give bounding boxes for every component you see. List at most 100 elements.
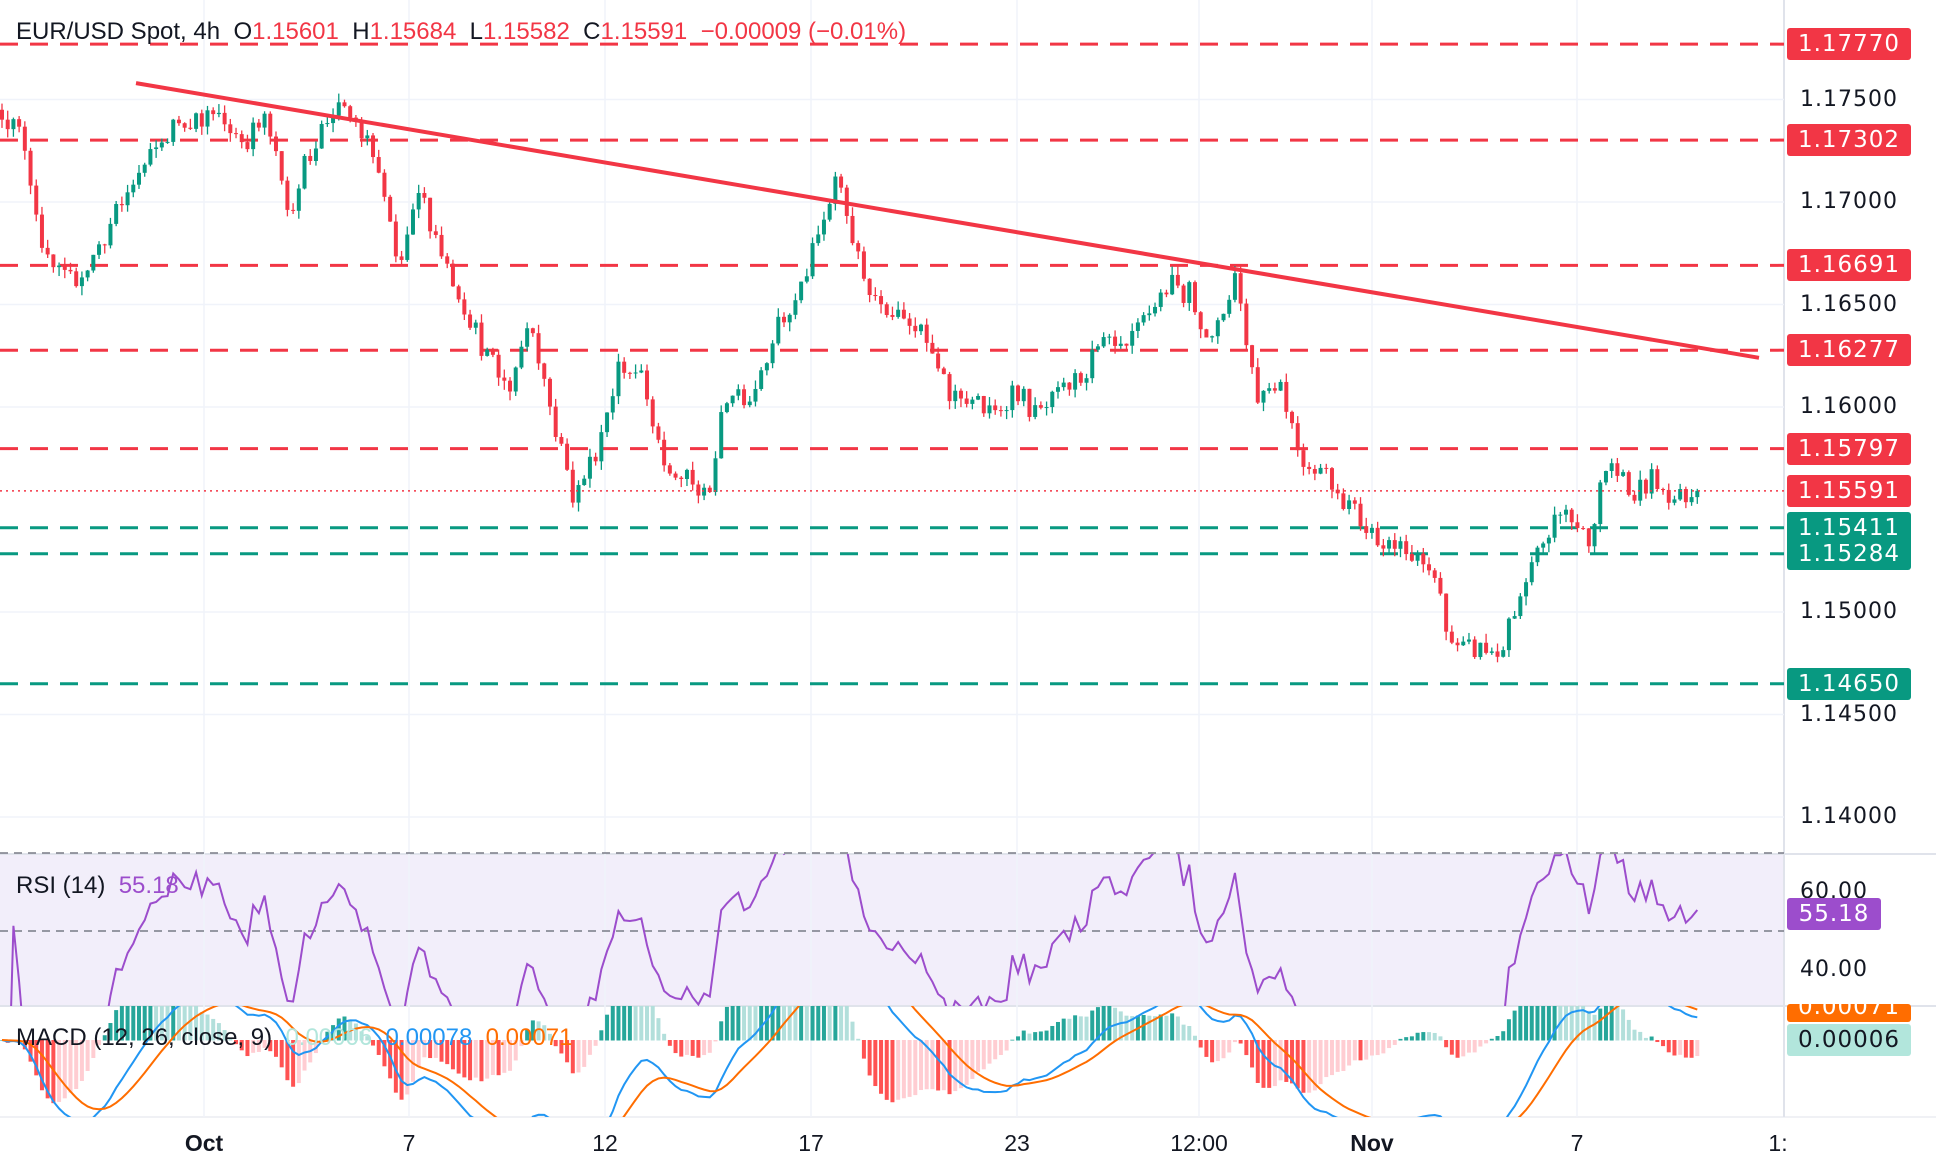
candle-body [970,399,975,404]
macd-histogram-bar [439,1040,444,1062]
rsi-value-label: 55.18 [1787,898,1881,930]
candle-body [1307,466,1312,470]
macd-histogram-bar [964,1040,969,1085]
macd-histogram-bar [1484,1040,1489,1044]
candle-body [884,304,889,316]
candle-body [901,309,906,319]
candle-body [1512,616,1517,619]
candle-body [799,281,804,301]
candle-body [1295,423,1300,451]
macd-histogram-bar [970,1040,975,1079]
macd-histogram-bar [936,1040,941,1091]
candle-body [599,432,604,462]
macd-histogram-bar [519,1040,524,1047]
candle-body [302,155,307,189]
macd-histogram-bar [91,1040,96,1059]
candle-body [1164,292,1169,295]
candle-body [787,314,792,323]
macd-histogram-bar [1438,1036,1443,1041]
candle-body [1683,489,1688,503]
macd-histogram-bar [211,1018,216,1041]
macd-histogram-bar [639,1006,644,1041]
macd-histogram-bar [1541,1006,1546,1041]
candle-body [1404,541,1409,555]
macd-histogram-bar [473,1040,478,1078]
candle-body [947,374,952,402]
candle-body [1375,527,1380,546]
candle-body [1215,320,1220,337]
macd-histogram-bar [1409,1036,1414,1041]
macd-histogram-bar [1683,1040,1688,1058]
candle-body [1267,388,1272,391]
candle-body [1078,373,1083,383]
candle-body [713,458,718,492]
candle-body [1603,471,1608,483]
macd-histogram-bar [1592,1014,1597,1041]
macd-histogram-bar [313,1040,318,1054]
candle-body [1638,479,1643,501]
candle-body [114,204,119,224]
macd-histogram-bar [787,1006,792,1041]
candle-body [85,270,90,278]
macd-histogram-bar [1352,1040,1357,1061]
candle-body [547,378,552,407]
candle-body [833,176,838,204]
macd-histogram-bar [873,1040,878,1087]
candle-body [239,134,244,143]
candle-body [639,370,644,373]
macd-histogram-bar [1181,1024,1186,1041]
macd-histogram-bar [1335,1040,1340,1072]
macd-histogram-bar [1666,1040,1671,1053]
macd-histogram-bar [582,1040,587,1067]
candle-body [51,254,56,268]
change-value: −0.00009 (−0.01%) [700,18,907,45]
macd-legend: MACD (12, 26, close, 9) 0.00006 0.00078 … [16,1024,572,1052]
candle-body [1044,407,1049,409]
candle-body [1341,493,1346,509]
candle-body [216,112,221,115]
candle-body [1381,545,1386,549]
candle-body [605,412,610,433]
candle-body [1427,564,1432,571]
macd-histogram-bar [1090,1010,1095,1041]
candle-body [1021,388,1026,402]
candle-body [987,405,992,414]
candle-body [205,110,210,127]
candle-body [211,110,216,115]
candle-body [1484,642,1489,653]
macd-histogram-bar [154,1006,159,1041]
price-tick-label: 1.16500 [1800,291,1898,317]
macd-histogram-bar [1010,1039,1015,1041]
rsi-tick-label: 40.00 [1800,957,1868,982]
last-price-label: 1.15591 [1787,474,1911,507]
macd-histogram-bar [679,1040,684,1057]
macd-histogram-bar [605,1014,610,1041]
macd-histogram-bar [947,1040,952,1095]
macd-histogram-bar [1552,1006,1557,1041]
macd-histogram-bar [1626,1019,1631,1041]
macd-histogram-bar [450,1040,455,1070]
candle-body [793,300,798,315]
candle-body [1535,547,1540,563]
candle-body [1518,596,1523,617]
candle-body [724,403,729,413]
macd-line-value: 0.00078 [385,1024,473,1051]
candle-body [1655,469,1660,490]
candle-body [1204,329,1209,338]
macd-histogram-bar [662,1033,667,1041]
candle-body [1586,528,1591,547]
macd-histogram-bar [1672,1040,1677,1056]
macd-histogram-bar [234,1040,239,1045]
close-value: 1.15591 [600,18,688,45]
macd-histogram-bar [1170,1013,1175,1041]
candle-body [1689,497,1694,503]
x-tick-label: 12:00 [1170,1130,1228,1156]
candle-body [890,315,895,317]
macd-histogram-bar [428,1040,433,1059]
candle-body [194,113,199,129]
macd-histogram-bar [1575,1006,1580,1041]
macd-histogram-bar [1153,1016,1158,1041]
close-label: C [583,18,601,45]
candle-body [1324,467,1329,469]
